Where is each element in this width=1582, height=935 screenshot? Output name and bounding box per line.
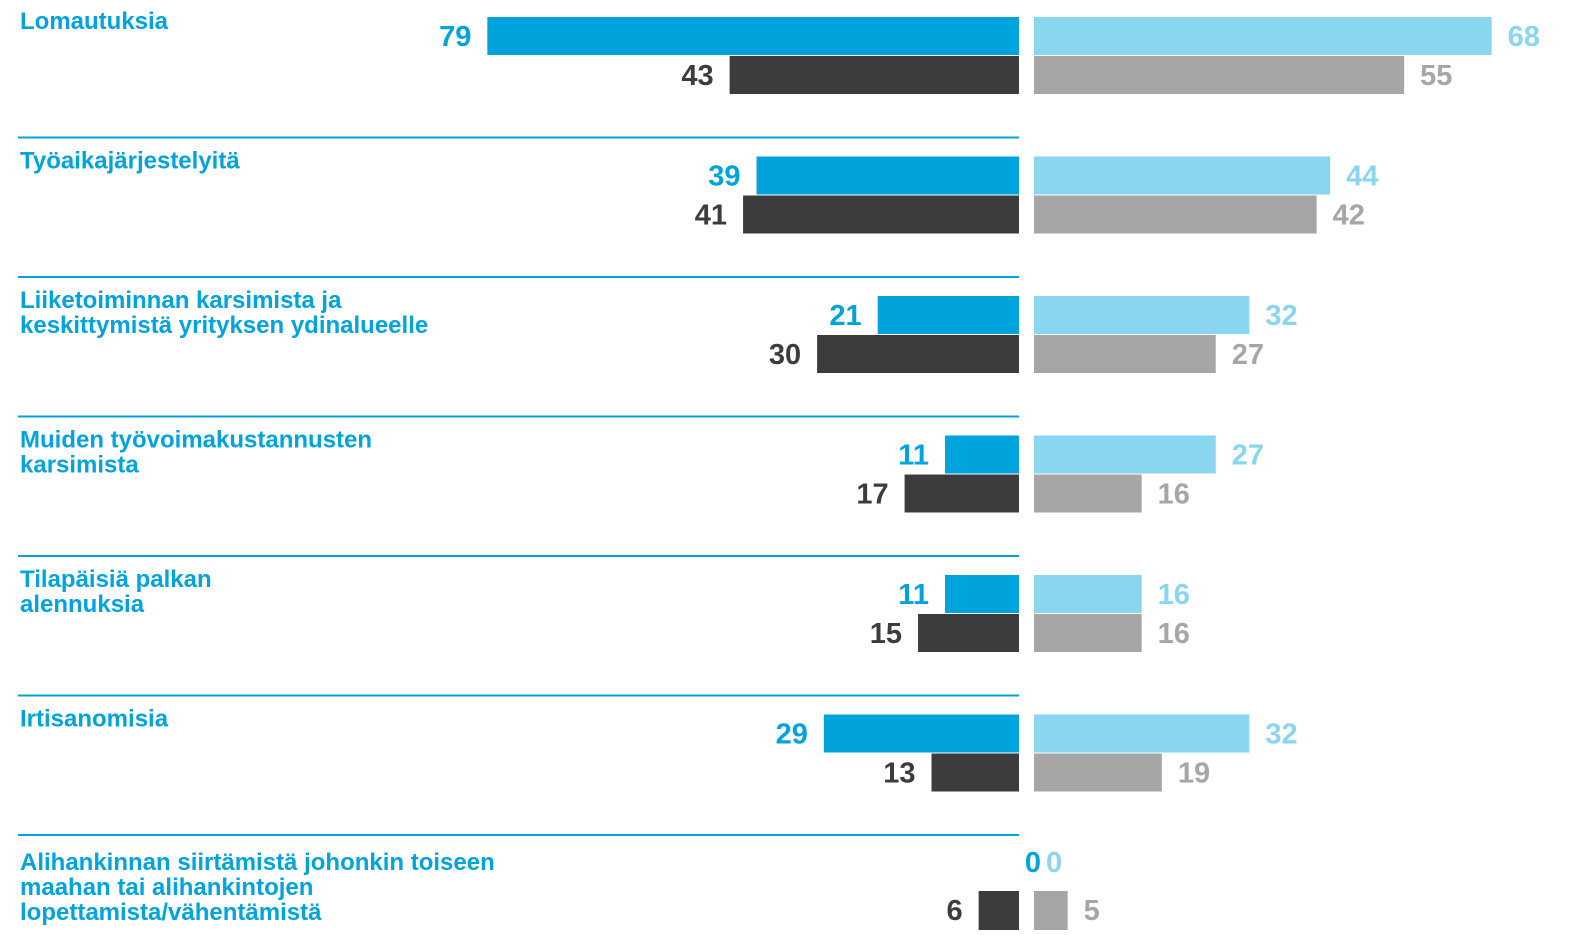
category-label: Lomautuksia xyxy=(20,8,169,35)
value-label-right-top: 0 xyxy=(1046,847,1062,879)
bar-left-top xyxy=(877,296,1019,334)
bar-right-bottom xyxy=(1034,614,1142,652)
value-label-right-top: 27 xyxy=(1232,440,1264,472)
bar-left-bottom xyxy=(817,335,1019,373)
value-label-left-top: 21 xyxy=(829,300,861,332)
category-label: keskittymistä yrityksen ydinalueelle xyxy=(20,312,428,339)
bar-left-bottom xyxy=(931,753,1019,792)
value-label-left-top: 79 xyxy=(439,21,471,53)
bar-right-bottom xyxy=(1034,753,1162,792)
value-label-right-bottom: 19 xyxy=(1178,758,1210,790)
bar-left-top xyxy=(823,714,1019,753)
value-label-left-bottom: 30 xyxy=(769,339,801,371)
value-label-right-bottom: 42 xyxy=(1333,200,1365,232)
bar-left-bottom xyxy=(729,56,1019,94)
bar-right-bottom xyxy=(1034,195,1317,234)
value-label-left-top: 39 xyxy=(708,161,740,193)
category-label: Muiden työvoimakustannusten xyxy=(20,427,372,454)
category-label: alennuksia xyxy=(20,591,145,618)
value-label-left-bottom: 41 xyxy=(695,200,727,232)
bar-right-bottom xyxy=(1034,56,1405,94)
value-label-right-bottom: 27 xyxy=(1232,339,1264,371)
bar-left-bottom xyxy=(743,195,1019,234)
value-label-left-top: 11 xyxy=(898,440,929,472)
value-label-left-bottom: 43 xyxy=(681,60,713,92)
value-label-left-bottom: 17 xyxy=(856,479,888,511)
category-label: Irtisanomisia xyxy=(20,706,169,733)
category-label: Alihankinnan siirtämistä johonkin toisee… xyxy=(20,849,495,876)
bar-right-top xyxy=(1034,296,1250,334)
value-label-left-top: 29 xyxy=(776,719,808,751)
category-label: karsimista xyxy=(20,452,139,479)
category-label: Tilapäisiä palkan xyxy=(20,566,212,593)
category-label: lopettamista/vähentämistä xyxy=(20,899,322,926)
bar-left-bottom xyxy=(904,474,1019,513)
bar-right-top xyxy=(1034,435,1216,474)
bar-left-top xyxy=(487,17,1020,55)
value-label-right-top: 44 xyxy=(1346,161,1378,193)
value-label-right-top: 32 xyxy=(1265,719,1297,751)
bar-left-top xyxy=(944,435,1019,474)
value-label-right-bottom: 55 xyxy=(1420,60,1452,92)
bar-right-top xyxy=(1034,714,1250,753)
category-label: Työaikajärjestelyitä xyxy=(20,148,240,175)
value-label-left-bottom: 13 xyxy=(883,758,915,790)
bar-right-bottom xyxy=(1034,335,1216,373)
bar-left-bottom xyxy=(918,614,1019,652)
value-label-right-bottom: 5 xyxy=(1084,895,1100,927)
value-label-left-top: 0 xyxy=(1025,847,1041,879)
bar-right-top xyxy=(1034,17,1492,55)
bar-right-bottom xyxy=(1034,474,1142,513)
value-label-right-top: 16 xyxy=(1158,579,1190,611)
value-label-left-bottom: 6 xyxy=(946,895,962,927)
value-label-left-bottom: 15 xyxy=(870,618,902,650)
bar-left-top xyxy=(944,575,1019,613)
category-label: Liiketoiminnan karsimista ja xyxy=(20,287,342,314)
value-label-left-top: 11 xyxy=(898,579,929,611)
bar-left-top xyxy=(756,156,1019,195)
value-label-right-bottom: 16 xyxy=(1158,618,1190,650)
bar-left-bottom xyxy=(978,891,1019,930)
value-label-right-bottom: 16 xyxy=(1158,479,1190,511)
category-label: maahan tai alihankintojen xyxy=(20,874,313,901)
value-label-right-top: 68 xyxy=(1508,21,1540,53)
bar-right-top xyxy=(1034,156,1331,195)
bar-right-bottom xyxy=(1034,891,1068,930)
value-label-right-top: 32 xyxy=(1265,300,1297,332)
bar-right-top xyxy=(1034,575,1142,613)
